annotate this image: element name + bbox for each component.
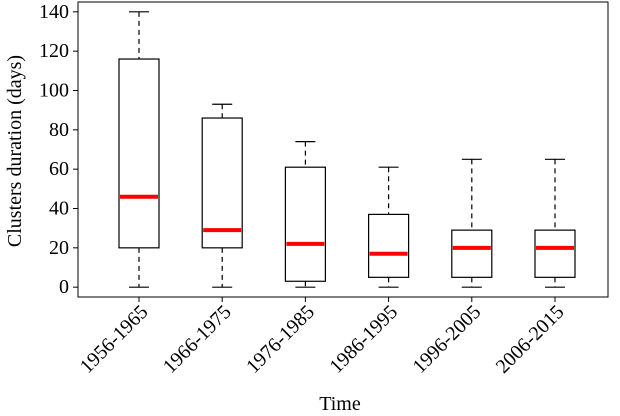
y-tick-label: 20 bbox=[49, 237, 69, 259]
box-group bbox=[368, 166, 410, 288]
box-group bbox=[118, 11, 160, 288]
iqr-box bbox=[284, 166, 326, 282]
y-tick-label: 40 bbox=[49, 198, 69, 220]
box-group bbox=[201, 103, 243, 288]
y-tick-label: 100 bbox=[39, 80, 69, 102]
iqr-box bbox=[118, 58, 160, 249]
iqr-box bbox=[451, 229, 493, 278]
x-tick-label: 1966-1975 bbox=[159, 301, 236, 378]
x-tick-label: 1956-1965 bbox=[76, 301, 153, 378]
boxes-layer bbox=[118, 11, 576, 288]
y-axis: 0 20 40 60 80 100 120 140 bbox=[39, 1, 78, 298]
x-tick-label: 1976-1985 bbox=[242, 301, 319, 378]
iqr-box bbox=[368, 213, 410, 278]
x-tick-label: 2006-2015 bbox=[492, 301, 569, 378]
box-group bbox=[284, 141, 326, 288]
y-tick-label: 60 bbox=[49, 158, 69, 180]
iqr-box bbox=[534, 229, 576, 278]
y-tick-label: 0 bbox=[59, 276, 69, 298]
x-axis-label: Time bbox=[319, 393, 361, 415]
x-tick-label: 1996-2005 bbox=[408, 301, 485, 378]
box-group bbox=[451, 158, 493, 288]
plot-frame bbox=[77, 1, 609, 298]
y-tick-label: 140 bbox=[39, 1, 69, 23]
x-axis: 1956-1965 1966-1975 1976-1985 1986-1995 1996… bbox=[76, 297, 569, 378]
y-tick-label: 120 bbox=[39, 40, 69, 62]
iqr-box bbox=[201, 117, 243, 249]
y-axis-label: Clusters duration (days) bbox=[4, 55, 26, 247]
x-tick-label: 1986-1995 bbox=[325, 301, 402, 378]
box-group bbox=[534, 158, 576, 288]
y-tick-label: 80 bbox=[49, 119, 69, 141]
